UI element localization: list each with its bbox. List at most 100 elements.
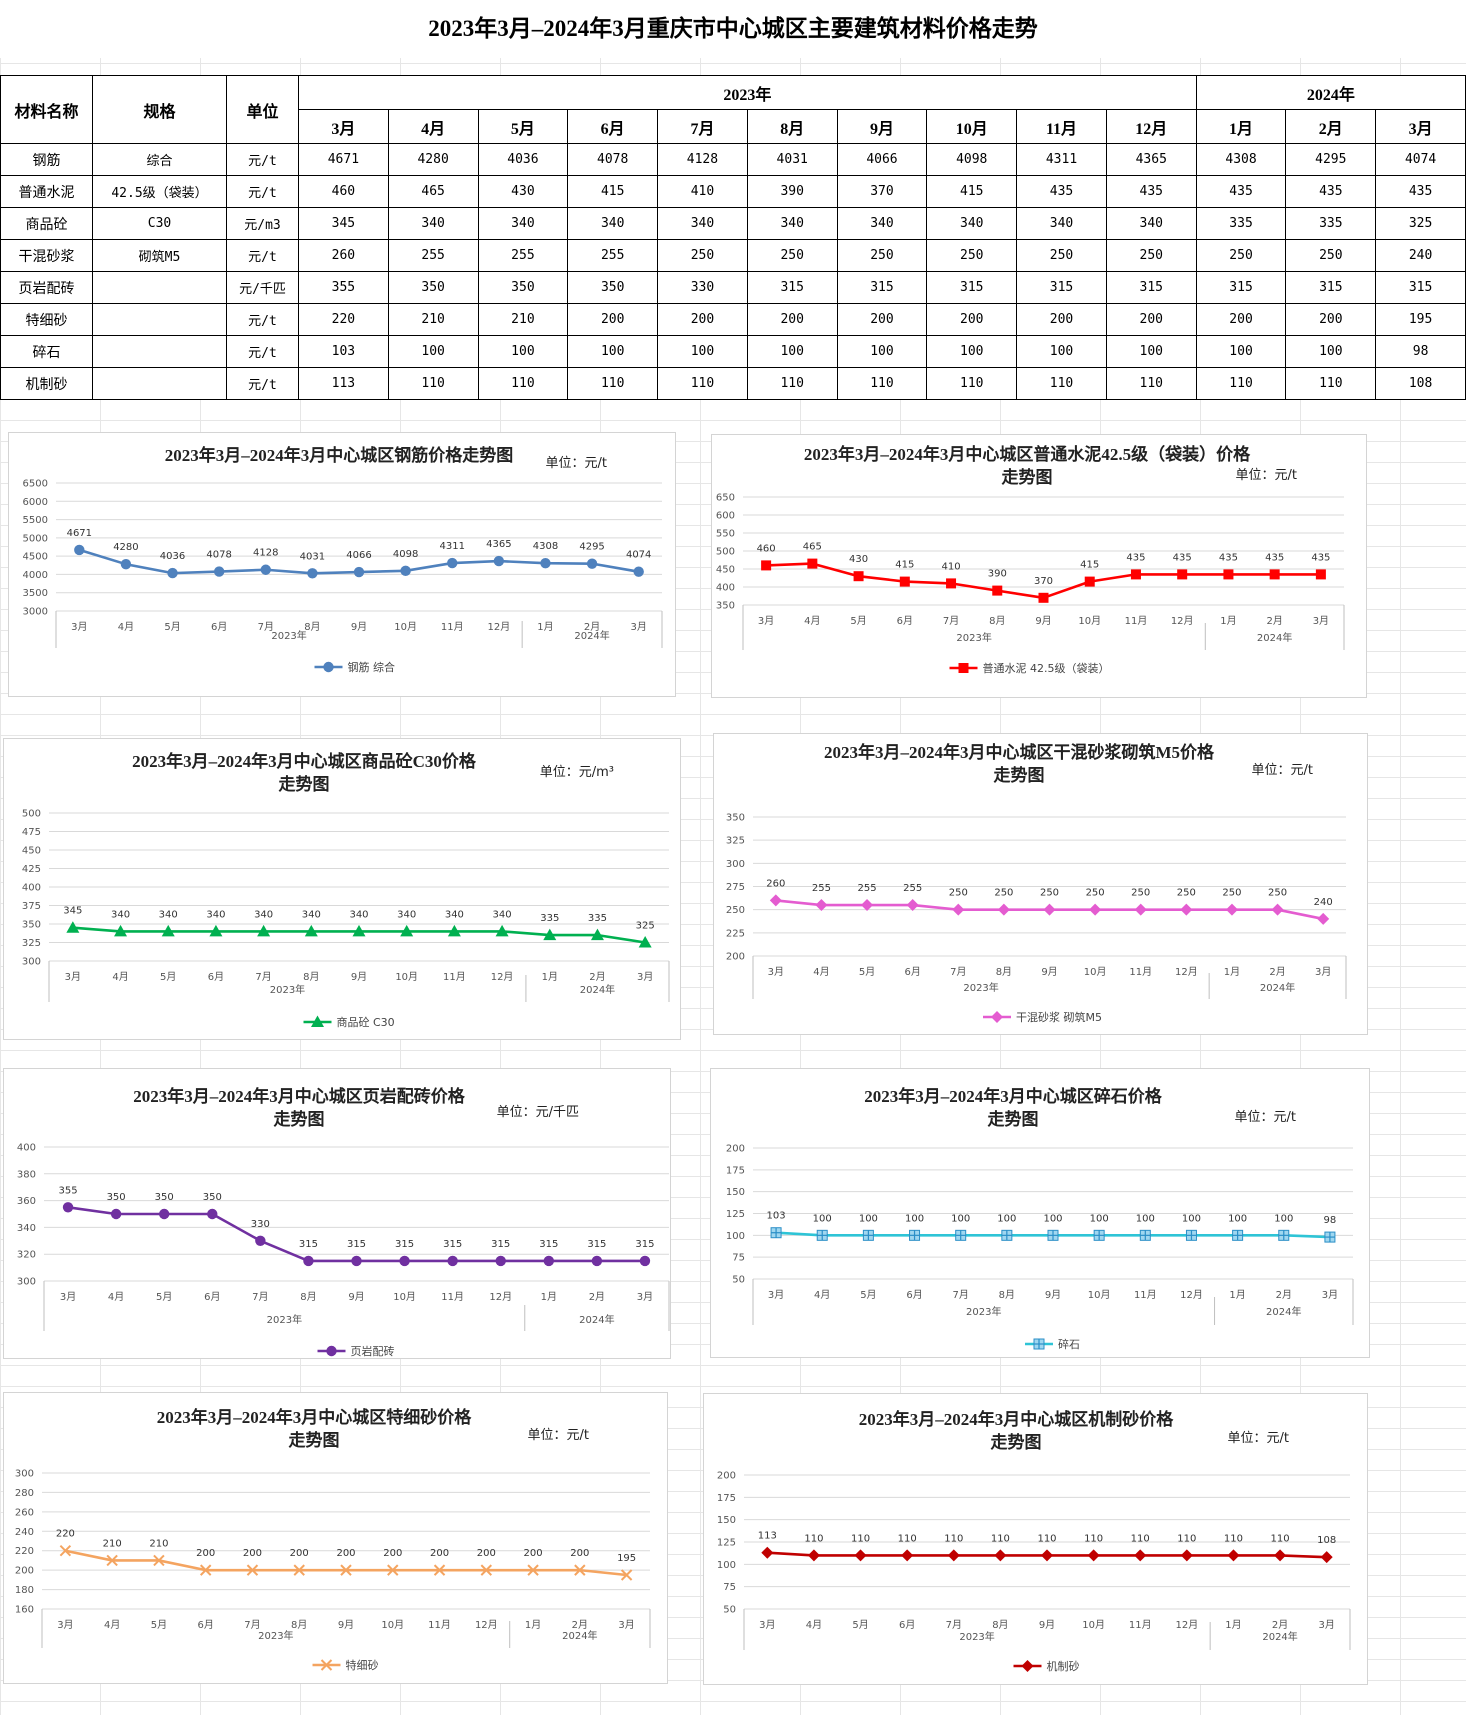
cell-spec — [92, 335, 227, 368]
header-name: 材料名称 — [0, 75, 93, 144]
data-label: 110 — [991, 1533, 1010, 1544]
data-label: 4031 — [300, 551, 325, 562]
data-point — [639, 1255, 651, 1267]
data-point — [1278, 1229, 1290, 1241]
chart-title: 走势图 — [274, 1109, 325, 1129]
cell-spec — [92, 303, 227, 336]
data-label: 435 — [1311, 552, 1330, 563]
data-label: 110 — [804, 1533, 823, 1544]
cell-price: 460 — [298, 175, 389, 208]
data-label: 110 — [1224, 1533, 1243, 1544]
data-point — [1232, 1229, 1244, 1241]
x-tick-label: 9月 — [351, 971, 367, 983]
legend-marker — [326, 1345, 337, 1357]
year-group-label: 2024年 — [579, 1313, 614, 1326]
cell-price: 200 — [1105, 303, 1197, 336]
data-point — [955, 1229, 967, 1241]
header-month: 10月 — [926, 109, 1018, 144]
data-point — [199, 1564, 212, 1576]
chart-title: 走势图 — [994, 765, 1045, 785]
y-tick-label: 450 — [716, 565, 735, 576]
cell-price: 315 — [1375, 271, 1466, 304]
chart-unit-label: 单位：元/m³ — [540, 765, 614, 780]
cell-price: 100 — [746, 335, 838, 368]
cell-price: 340 — [926, 207, 1018, 240]
data-point — [947, 1549, 960, 1562]
series-line — [67, 1206, 645, 1263]
x-tick-label: 11月 — [1129, 1619, 1152, 1631]
year-group-label: 2023年 — [270, 983, 305, 996]
y-tick-label: 340 — [17, 1223, 36, 1234]
data-point — [1089, 903, 1102, 916]
table-row: 干混砂浆 砌筑M5 元/t 260 255 255 255 250 250 250 250 250 25… — [0, 239, 1466, 272]
data-label: 110 — [1177, 1533, 1196, 1544]
x-tick-label: 2月 — [584, 621, 600, 633]
cell-unit: 元/t — [226, 143, 299, 176]
data-point — [769, 894, 782, 907]
data-label: 4078 — [206, 550, 231, 561]
legend-label: 碎石 — [1058, 1337, 1080, 1351]
gravel-chart: 2023年3月–2024年3月中心城区碎石价格 走势图 单位：元/t 50 75 100 1… — [710, 1068, 1370, 1358]
table-row: 页岩配砖 元/千匹 355 350 350 350 330 315 315 315 315 315 31… — [0, 271, 1466, 304]
legend-marker — [311, 1015, 324, 1027]
y-tick-label: 450 — [22, 846, 41, 857]
cell-price: 340 — [387, 207, 479, 240]
x-tick-label: 3月 — [71, 621, 87, 633]
y-tick-label: 375 — [22, 901, 41, 912]
x-tick-label: 4月 — [104, 1619, 120, 1631]
y-tick-label: 350 — [716, 601, 735, 612]
data-point — [997, 903, 1010, 916]
cell-price: 4308 — [1195, 143, 1287, 176]
cell-material-name: 干混砂浆 — [0, 239, 93, 272]
x-tick-label: 7月 — [255, 971, 271, 983]
y-tick-label: 500 — [22, 809, 41, 820]
x-tick-label: 5月 — [852, 1619, 868, 1631]
x-tick-label: 6月 — [198, 1619, 214, 1631]
year-group-label: 2024年 — [580, 983, 615, 996]
data-label: 340 — [111, 909, 130, 920]
cell-price: 200 — [567, 303, 659, 336]
year-group-label: 2024年 — [1257, 631, 1292, 644]
data-point — [1185, 1229, 1197, 1241]
x-tick-label: 10月 — [1078, 615, 1101, 627]
x-tick-label: 1月 — [1220, 615, 1236, 627]
y-tick-label: 240 — [15, 1527, 34, 1538]
data-point — [352, 924, 366, 937]
cell-price: 340 — [657, 207, 748, 240]
cell-price: 335 — [1285, 207, 1377, 240]
x-tick-label: 3月 — [759, 1619, 775, 1631]
y-tick-label: 200 — [15, 1566, 34, 1577]
data-label: 250 — [949, 888, 968, 899]
header-year-2023: 2023年 — [298, 75, 1197, 110]
y-tick-label: 160 — [15, 1605, 34, 1616]
data-label: 335 — [540, 913, 559, 924]
data-label: 330 — [251, 1219, 270, 1230]
legend-marker — [323, 661, 334, 673]
data-label: 200 — [383, 1548, 402, 1559]
data-label: 195 — [617, 1553, 636, 1564]
data-label: 315 — [347, 1239, 366, 1250]
y-tick-label: 425 — [22, 864, 41, 875]
cell-price: 340 — [1016, 207, 1107, 240]
data-label: 435 — [1173, 552, 1192, 563]
legend-marker — [1021, 1660, 1034, 1672]
cell-price: 315 — [926, 271, 1018, 304]
data-label: 410 — [941, 561, 960, 572]
data-label: 100 — [1228, 1213, 1247, 1224]
cell-price: 100 — [477, 335, 569, 368]
year-group-label: 2023年 — [956, 631, 991, 644]
x-tick-label: 9月 — [1045, 1289, 1061, 1301]
data-point — [853, 571, 864, 582]
data-point — [1177, 569, 1188, 580]
cell-price: 100 — [567, 335, 659, 368]
data-label: 435 — [1219, 552, 1238, 563]
data-point — [114, 924, 128, 937]
cell-price: 100 — [1285, 335, 1377, 368]
x-tick-label: 11月 — [1129, 966, 1152, 978]
data-point — [158, 1208, 170, 1220]
legend-marker — [958, 663, 969, 673]
chart-unit-label: 单位：元/t — [528, 1428, 589, 1443]
cell-price: 100 — [836, 335, 928, 368]
data-label: 315 — [491, 1239, 510, 1250]
